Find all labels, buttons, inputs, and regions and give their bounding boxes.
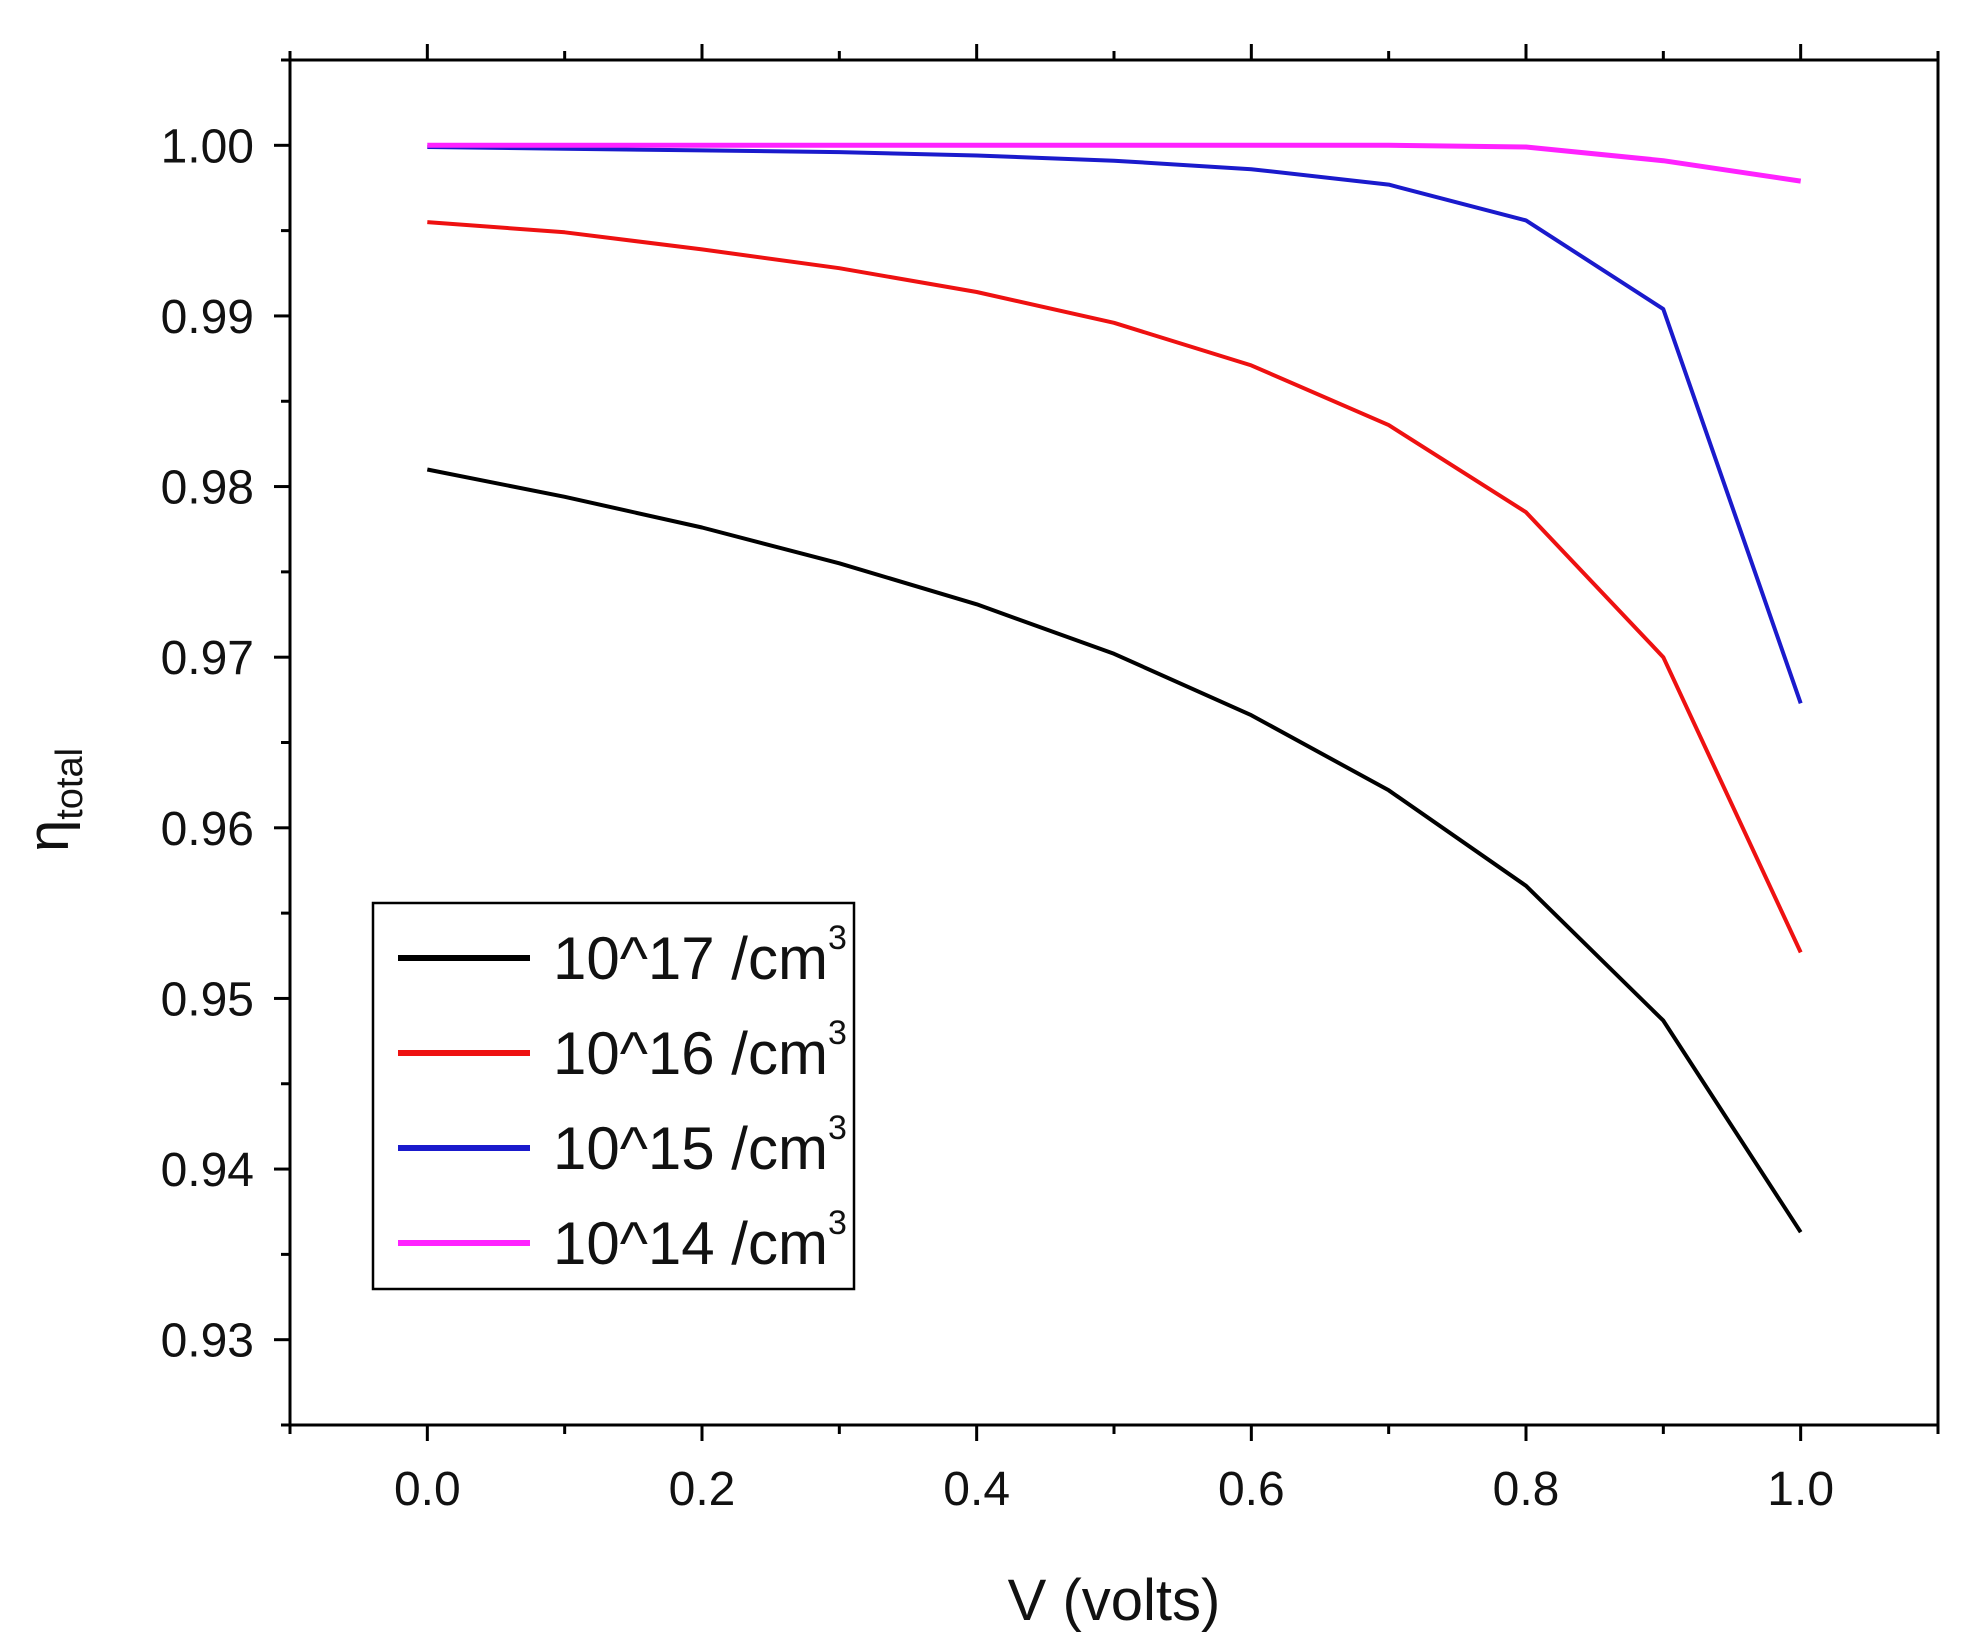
legend-item: 10^14 /cm3 <box>398 1204 847 1277</box>
y-tick-label: 0.94 <box>161 1144 254 1197</box>
legend-label-superscript: 3 <box>828 1109 847 1147</box>
x-tick-label: 0.0 <box>394 1463 461 1516</box>
legend-label-superscript: 3 <box>828 1204 847 1242</box>
legend: 10^17 /cm3 10^16 /cm3 10^15 /cm3 10^14 /cm3 <box>371 901 856 1291</box>
x-tick-label: 0.8 <box>1493 1463 1560 1516</box>
legend-item: 10^17 /cm3 <box>398 919 847 992</box>
x-tick-label: 0.4 <box>943 1463 1010 1516</box>
legend-label: 10^16 /cm3 <box>553 1014 847 1087</box>
series-line-1 <box>426 467 1803 1234</box>
x-tick-label: 0.2 <box>669 1463 736 1516</box>
axis-ticks <box>274 44 1940 1441</box>
y-axis-title-main: η <box>16 820 81 852</box>
y-tick-label: 0.98 <box>161 462 254 515</box>
legend-label: 10^17 /cm3 <box>553 919 847 992</box>
svg-text:ηtotal: ηtotal <box>16 748 91 852</box>
series-lines <box>426 142 1803 1234</box>
y-tick-label: 0.97 <box>161 632 254 685</box>
y-tick-label: 0.93 <box>161 1315 254 1368</box>
legend-item: 10^15 /cm3 <box>398 1109 847 1182</box>
legend-label: 10^14 /cm3 <box>553 1204 847 1277</box>
y-axis-title-subscript: total <box>49 748 91 820</box>
x-axis-title: V (volts) <box>1008 1568 1221 1633</box>
x-tick-label: 1.0 <box>1767 1463 1834 1516</box>
legend-label-superscript: 3 <box>828 919 847 957</box>
y-tick-label: 1.00 <box>161 120 254 173</box>
y-tick-label: 0.99 <box>161 291 254 344</box>
tick-labels: 0.0 0.2 0.4 0.6 0.8 1.0 0.93 0.94 0.95 0.96 0.97 0.… <box>161 120 1834 1516</box>
x-tick-label: 0.6 <box>1218 1463 1285 1516</box>
y-tick-label: 0.96 <box>161 803 254 856</box>
series-line-3 <box>427 145 1803 704</box>
y-axis-title: ηtotal <box>16 748 91 852</box>
y-tick-label: 0.95 <box>161 973 254 1026</box>
series-line-4 <box>427 142 1802 184</box>
series-line-2 <box>427 220 1803 954</box>
legend-box <box>371 901 856 1291</box>
legend-label-superscript: 3 <box>828 1014 847 1052</box>
legend-item: 10^16 /cm3 <box>398 1014 847 1087</box>
legend-label: 10^15 /cm3 <box>553 1109 847 1182</box>
